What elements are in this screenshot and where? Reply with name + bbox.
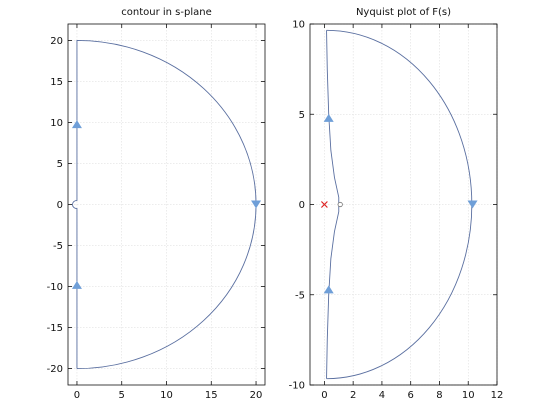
x-tick-label: 5 — [119, 390, 125, 401]
subplot-title-nyquist: Nyquist plot of F(s) — [356, 7, 451, 18]
direction-arrow — [251, 200, 262, 209]
direction-arrow — [71, 120, 82, 129]
x-tick-label: 4 — [379, 390, 385, 401]
direction-arrow — [467, 200, 478, 209]
y-tick-label: 15 — [50, 77, 63, 88]
subplot-s-plane-contour: contour in s-plane 0 5 10 15 20 -20 -15 -10 -5 0 5… — [47, 7, 266, 401]
y-tick-label: 10 — [50, 118, 63, 129]
y-tick-label: -5 — [53, 241, 63, 252]
subplot-title-contour: contour in s-plane — [121, 7, 211, 18]
y-tick-label: -5 — [295, 290, 305, 301]
direction-arrow — [323, 113, 334, 122]
y-tick-label: -20 — [47, 364, 63, 375]
x-tick-label: 0 — [74, 390, 80, 401]
contour-layer — [71, 39, 262, 370]
subplot-nyquist-plot: Nyquist plot of F(s) 0 2 4 6 8 10 12 -10 -5 0 5 10 — [289, 7, 504, 401]
nyquist-layer — [320, 29, 478, 380]
x-tick-label: 8 — [436, 390, 442, 401]
y-tick-label: 20 — [50, 36, 63, 47]
y-tick-label: 5 — [57, 159, 63, 170]
y-tick-label: 5 — [299, 110, 305, 121]
y-tick-label: -10 — [47, 282, 63, 293]
s-plane-contour-path — [72, 39, 257, 370]
x-tick-label: 10 — [160, 390, 173, 401]
y-tick-label: -15 — [47, 323, 63, 334]
indent-marker — [337, 201, 343, 208]
y-tick-label: 0 — [299, 200, 305, 211]
direction-arrow — [323, 285, 334, 294]
y-tick-label: 10 — [292, 20, 305, 31]
x-tick-label: 6 — [408, 390, 414, 401]
x-tick-label: 20 — [250, 390, 263, 401]
y-tick-label: -10 — [289, 381, 305, 392]
critical-point-marker — [320, 201, 328, 208]
x-tick-label: 0 — [321, 390, 327, 401]
x-tick-label: 2 — [350, 390, 356, 401]
direction-arrow — [71, 280, 82, 289]
y-tick-label: 0 — [57, 200, 63, 211]
x-tick-label: 12 — [491, 390, 504, 401]
x-tick-label: 10 — [462, 390, 475, 401]
x-tick-label: 15 — [205, 390, 218, 401]
